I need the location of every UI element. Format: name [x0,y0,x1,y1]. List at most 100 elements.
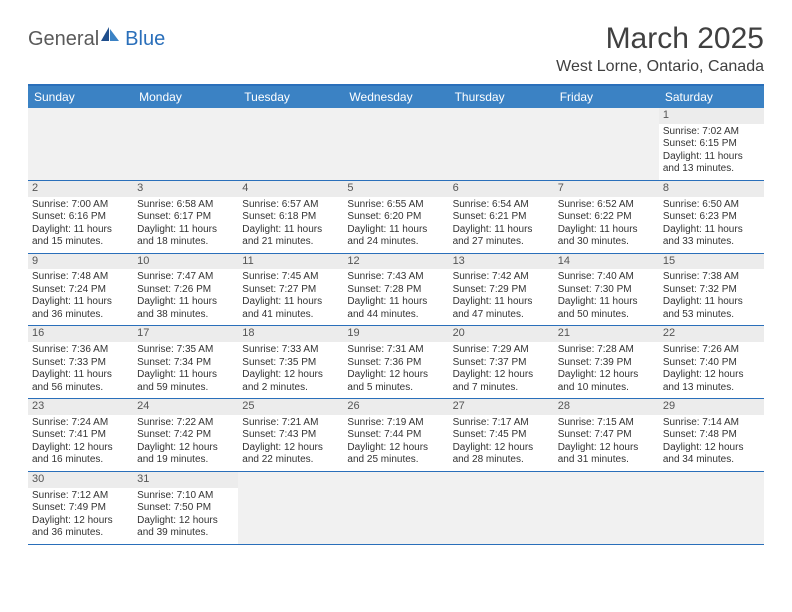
sunset-line: Sunset: 7:29 PM [453,284,550,297]
header: General Blue March 2025 West Lorne, Onta… [28,22,764,76]
day-number: 29 [659,399,764,415]
calendar-day-cell: 10Sunrise: 7:47 AMSunset: 7:26 PMDayligh… [133,254,238,326]
calendar-week-row: 16Sunrise: 7:36 AMSunset: 7:33 PMDayligh… [28,326,764,399]
sunset-line: Sunset: 7:32 PM [663,284,760,297]
sunrise-line: Sunrise: 7:28 AM [558,344,655,357]
calendar-day-cell: 9Sunrise: 7:48 AMSunset: 7:24 PMDaylight… [28,254,133,326]
daylight-line: Daylight: 12 hours and 2 minutes. [242,369,339,394]
daylight-line: Daylight: 11 hours and 47 minutes. [453,296,550,321]
daylight-line: Daylight: 12 hours and 28 minutes. [453,442,550,467]
sunset-line: Sunset: 6:18 PM [242,211,339,224]
sunset-line: Sunset: 7:40 PM [663,357,760,370]
calendar-day-cell: 7Sunrise: 6:52 AMSunset: 6:22 PMDaylight… [554,181,659,253]
daylight-line: Daylight: 11 hours and 38 minutes. [137,296,234,321]
day-number: 13 [449,254,554,270]
day-number: 21 [554,326,659,342]
sunrise-line: Sunrise: 7:22 AM [137,417,234,430]
calendar-day-cell: 8Sunrise: 6:50 AMSunset: 6:23 PMDaylight… [659,181,764,253]
calendar: SundayMondayTuesdayWednesdayThursdayFrid… [28,84,764,545]
sunrise-line: Sunrise: 7:42 AM [453,271,550,284]
daylight-line: Daylight: 11 hours and 56 minutes. [32,369,129,394]
day-of-week-cell: Sunday [28,86,133,108]
calendar-blank-cell [238,472,343,544]
day-of-week-cell: Monday [133,86,238,108]
calendar-day-cell: 4Sunrise: 6:57 AMSunset: 6:18 PMDaylight… [238,181,343,253]
day-of-week-cell: Wednesday [343,86,448,108]
day-number: 16 [28,326,133,342]
daylight-line: Daylight: 12 hours and 16 minutes. [32,442,129,467]
daylight-line: Daylight: 12 hours and 7 minutes. [453,369,550,394]
sunset-line: Sunset: 7:50 PM [137,502,234,515]
sunrise-line: Sunrise: 7:29 AM [453,344,550,357]
sunrise-line: Sunrise: 7:26 AM [663,344,760,357]
day-number: 9 [28,254,133,270]
daylight-line: Daylight: 11 hours and 33 minutes. [663,224,760,249]
day-number: 25 [238,399,343,415]
sunrise-line: Sunrise: 6:58 AM [137,199,234,212]
sail-icon [99,25,121,43]
sunset-line: Sunset: 7:42 PM [137,429,234,442]
sunset-line: Sunset: 6:15 PM [663,138,760,151]
daylight-line: Daylight: 12 hours and 39 minutes. [137,515,234,540]
day-number: 14 [554,254,659,270]
calendar-blank-cell [343,108,448,180]
daylight-line: Daylight: 11 hours and 36 minutes. [32,296,129,321]
daylight-line: Daylight: 12 hours and 36 minutes. [32,515,129,540]
sunset-line: Sunset: 7:36 PM [347,357,444,370]
sunset-line: Sunset: 7:34 PM [137,357,234,370]
sunrise-line: Sunrise: 7:43 AM [347,271,444,284]
logo-word-1: General [28,28,99,51]
sunset-line: Sunset: 7:44 PM [347,429,444,442]
sunset-line: Sunset: 7:43 PM [242,429,339,442]
daylight-line: Daylight: 11 hours and 30 minutes. [558,224,655,249]
sunrise-line: Sunrise: 7:31 AM [347,344,444,357]
daylight-line: Daylight: 12 hours and 25 minutes. [347,442,444,467]
day-number: 8 [659,181,764,197]
day-number: 15 [659,254,764,270]
day-number: 24 [133,399,238,415]
calendar-week-row: 1Sunrise: 7:02 AMSunset: 6:15 PMDaylight… [28,108,764,181]
sunset-line: Sunset: 7:41 PM [32,429,129,442]
sunset-line: Sunset: 6:21 PM [453,211,550,224]
day-number: 12 [343,254,448,270]
daylight-line: Daylight: 11 hours and 15 minutes. [32,224,129,249]
calendar-day-cell: 31Sunrise: 7:10 AMSunset: 7:50 PMDayligh… [133,472,238,544]
sunset-line: Sunset: 7:33 PM [32,357,129,370]
sunrise-line: Sunrise: 7:40 AM [558,271,655,284]
sunrise-line: Sunrise: 7:47 AM [137,271,234,284]
sunrise-line: Sunrise: 7:14 AM [663,417,760,430]
day-of-week-cell: Saturday [659,86,764,108]
daylight-line: Daylight: 12 hours and 34 minutes. [663,442,760,467]
calendar-day-cell: 2Sunrise: 7:00 AMSunset: 6:16 PMDaylight… [28,181,133,253]
calendar-day-cell: 3Sunrise: 6:58 AMSunset: 6:17 PMDaylight… [133,181,238,253]
calendar-day-cell: 23Sunrise: 7:24 AMSunset: 7:41 PMDayligh… [28,399,133,471]
calendar-day-cell: 25Sunrise: 7:21 AMSunset: 7:43 PMDayligh… [238,399,343,471]
sunset-line: Sunset: 6:23 PM [663,211,760,224]
sunset-line: Sunset: 7:28 PM [347,284,444,297]
day-number: 4 [238,181,343,197]
daylight-line: Daylight: 12 hours and 31 minutes. [558,442,655,467]
sunrise-line: Sunrise: 6:54 AM [453,199,550,212]
sunset-line: Sunset: 6:16 PM [32,211,129,224]
calendar-week-row: 30Sunrise: 7:12 AMSunset: 7:49 PMDayligh… [28,472,764,545]
sunset-line: Sunset: 6:20 PM [347,211,444,224]
sunrise-line: Sunrise: 7:48 AM [32,271,129,284]
day-number: 27 [449,399,554,415]
day-number: 7 [554,181,659,197]
calendar-blank-cell [449,108,554,180]
calendar-day-cell: 18Sunrise: 7:33 AMSunset: 7:35 PMDayligh… [238,326,343,398]
calendar-day-cell: 17Sunrise: 7:35 AMSunset: 7:34 PMDayligh… [133,326,238,398]
day-number: 28 [554,399,659,415]
sunrise-line: Sunrise: 7:17 AM [453,417,550,430]
sunrise-line: Sunrise: 6:52 AM [558,199,655,212]
day-number: 26 [343,399,448,415]
day-of-week-cell: Thursday [449,86,554,108]
calendar-blank-cell [554,108,659,180]
calendar-day-cell: 29Sunrise: 7:14 AMSunset: 7:48 PMDayligh… [659,399,764,471]
sunrise-line: Sunrise: 6:55 AM [347,199,444,212]
day-number: 20 [449,326,554,342]
calendar-day-cell: 27Sunrise: 7:17 AMSunset: 7:45 PMDayligh… [449,399,554,471]
calendar-day-cell: 15Sunrise: 7:38 AMSunset: 7:32 PMDayligh… [659,254,764,326]
sunset-line: Sunset: 7:26 PM [137,284,234,297]
calendar-day-cell: 12Sunrise: 7:43 AMSunset: 7:28 PMDayligh… [343,254,448,326]
